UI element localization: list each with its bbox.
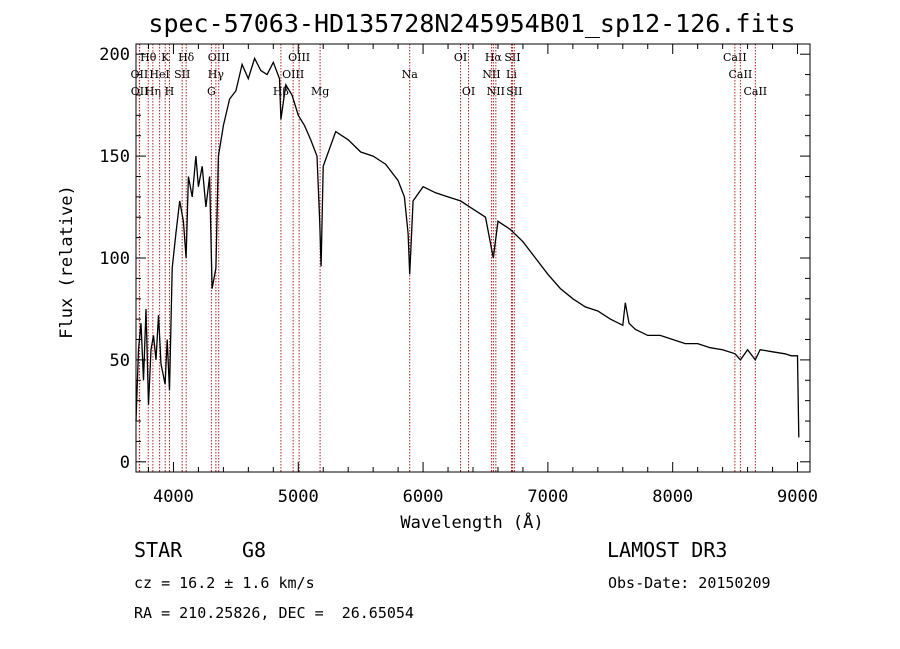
marker-label-2: OII [131,85,149,98]
marker-label-14: OIII [288,51,310,64]
marker-label-22: SII [504,51,520,64]
redshift-velocity: cz = 16.2 ± 1.6 km/s [134,574,315,592]
marker-label-13: OIII [282,68,304,81]
survey-name: LAMOST DR3 [607,538,728,562]
chart-title: spec-57063-HD135728N245954B01_sp12-126.f… [148,9,795,38]
marker-label-3: Hη [145,85,161,98]
marker-label-7: SII [174,68,190,81]
marker-label-0: Hθ [140,51,157,64]
spectrum-line [135,56,800,438]
marker-label-27: CaII [743,85,767,98]
marker-label-20: NII [482,68,500,81]
plot-frame [135,43,811,473]
marker-label-8: Hδ [178,51,195,64]
object-class: STAR [134,538,183,562]
marker-label-17: OI [454,51,467,64]
observation-date: Obs-Date: 20150209 [608,574,771,592]
object-subclass: G8 [242,538,267,562]
y-axis-label: Flux (relative) [57,185,77,339]
y-tick-label-3: 150 [99,147,130,167]
marker-label-6: H [165,85,175,98]
x-tick-label-4: 8000 [652,487,693,507]
x-tick-label-2: 6000 [403,487,444,507]
marker-label-25: CaII [723,51,747,64]
x-tick-label-3: 7000 [527,487,568,507]
marker-label-15: Mg [311,85,329,98]
marker-label-4: HeI [149,68,169,81]
marker-label-21: NII [487,85,505,98]
y-tick-label-0: 0 [120,453,130,473]
marker-label-23: Li [506,68,517,81]
marker-label-10: Hγ [208,68,225,81]
marker-label-11: G [207,85,216,98]
y-tick-label-1: 50 [110,351,130,371]
y-tick-label-4: 200 [99,45,130,65]
x-axis-label: Wavelength (Å) [400,511,543,533]
coordinates: RA = 210.25826, DEC = 26.65054 [134,604,414,622]
marker-label-26: CaII [729,68,753,81]
marker-label-16: Na [402,68,419,81]
marker-label-9: OIII [208,51,230,64]
x-tick-label-5: 9000 [777,487,818,507]
marker-label-19: Hα [485,51,503,64]
y-tick-label-2: 100 [99,249,130,269]
marker-label-24: SII [506,85,522,98]
marker-label-5: K [161,51,170,64]
marker-label-18: OI [462,85,475,98]
axis-ticks: 4000 5000 6000 7000 8000 9000 0 50 100 150 200 [99,44,818,507]
x-tick-label-1: 5000 [278,487,319,507]
x-tick-label-0: 4000 [153,487,194,507]
